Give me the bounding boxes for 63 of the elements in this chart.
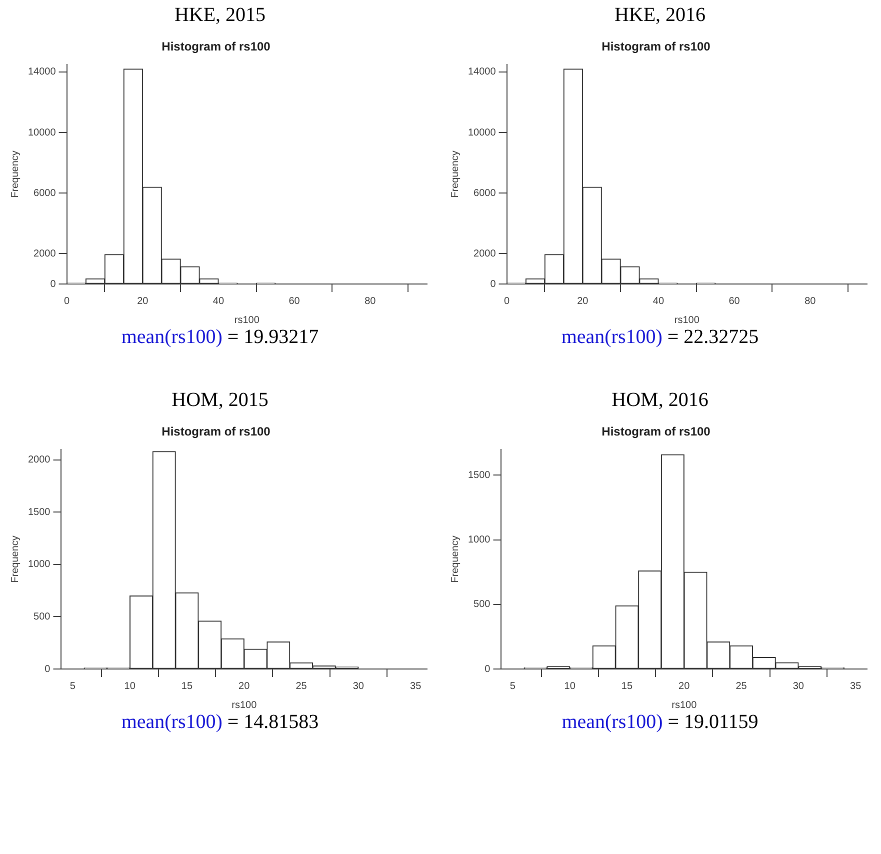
x-tick-label: 10 — [124, 680, 136, 692]
x-tick-label: 0 — [64, 296, 70, 307]
x-tick-label: 80 — [804, 296, 816, 307]
x-tick-label: 35 — [410, 680, 422, 692]
chart-title: HKE, 2016 — [614, 4, 706, 28]
chart-title: HOM, 2015 — [172, 389, 268, 413]
x-axis-title: rs100 — [234, 314, 260, 326]
y-tick-label: 1000 — [468, 534, 491, 546]
y-tick-label: 500 — [34, 611, 51, 622]
y-axis-title: Frequency — [10, 536, 21, 583]
y-tick-label: 14000 — [468, 66, 496, 78]
chart-subtitle: Histogram of rs100 — [602, 424, 711, 439]
text: mean(rs100) = 19.93217 — [121, 326, 319, 349]
y-tick-label: 6000 — [34, 188, 56, 199]
x-axis-title: rs100 — [674, 314, 700, 326]
chart-subtitle: Histogram of rs100 — [162, 424, 271, 439]
y-tick-label: 2000 — [474, 248, 496, 260]
x-tick-label: 20 — [678, 680, 690, 692]
x-tick-label: 20 — [137, 296, 149, 307]
y-tick-label: 10000 — [468, 127, 496, 138]
x-tick-label: 40 — [652, 296, 664, 307]
y-tick-label: 10000 — [28, 127, 56, 138]
y-tick-label: 1000 — [28, 559, 51, 570]
y-tick-label: 0 — [490, 278, 496, 290]
x-axis-title: rs100 — [232, 700, 258, 711]
y-tick-label: 0 — [484, 664, 491, 675]
text: mean(rs100) = 22.32725 — [561, 326, 759, 349]
y-tick-label: 2000 — [34, 248, 56, 260]
chart-subtitle: Histogram of rs100 — [602, 40, 711, 54]
x-tick-label: 60 — [728, 296, 740, 307]
x-tick-label: 15 — [181, 680, 193, 692]
x-tick-label: 30 — [792, 680, 804, 692]
x-tick-label: 0 — [504, 296, 510, 307]
x-tick-label: 15 — [621, 680, 633, 692]
y-axis-title: Frequency — [10, 150, 21, 198]
text: mean(rs100) = 19.01159 — [562, 711, 758, 734]
x-tick-label: 20 — [238, 680, 250, 692]
x-tick-label: 80 — [364, 296, 376, 307]
x-tick-label: 40 — [212, 296, 224, 307]
x-tick-label: 25 — [736, 680, 748, 692]
y-tick-label: 1500 — [28, 506, 51, 518]
x-tick-label: 10 — [564, 680, 576, 692]
y-tick-label: 14000 — [28, 66, 56, 78]
x-tick-label: 5 — [70, 680, 76, 692]
y-tick-label: 0 — [44, 664, 51, 675]
chart-title: HOM, 2016 — [612, 389, 708, 413]
x-tick-label: 20 — [577, 296, 589, 307]
x-tick-label: 35 — [850, 680, 862, 692]
x-tick-label: 25 — [296, 680, 308, 692]
y-tick-label: 0 — [50, 278, 56, 290]
x-tick-label: 5 — [510, 680, 516, 692]
x-tick-label: 30 — [352, 680, 364, 692]
x-tick-label: 60 — [288, 296, 300, 307]
chart-subtitle: Histogram of rs100 — [162, 40, 271, 54]
x-axis-title: rs100 — [672, 700, 698, 711]
chart-title: HKE, 2015 — [174, 4, 266, 28]
text: mean(rs100) = 14.81583 — [121, 711, 319, 734]
y-tick-label: 6000 — [474, 188, 496, 199]
y-tick-label: 500 — [474, 599, 491, 610]
y-tick-label: 1500 — [468, 470, 491, 481]
y-tick-label: 2000 — [28, 454, 51, 466]
y-axis-title: Frequency — [450, 150, 461, 198]
y-axis-title: Frequency — [450, 536, 461, 583]
